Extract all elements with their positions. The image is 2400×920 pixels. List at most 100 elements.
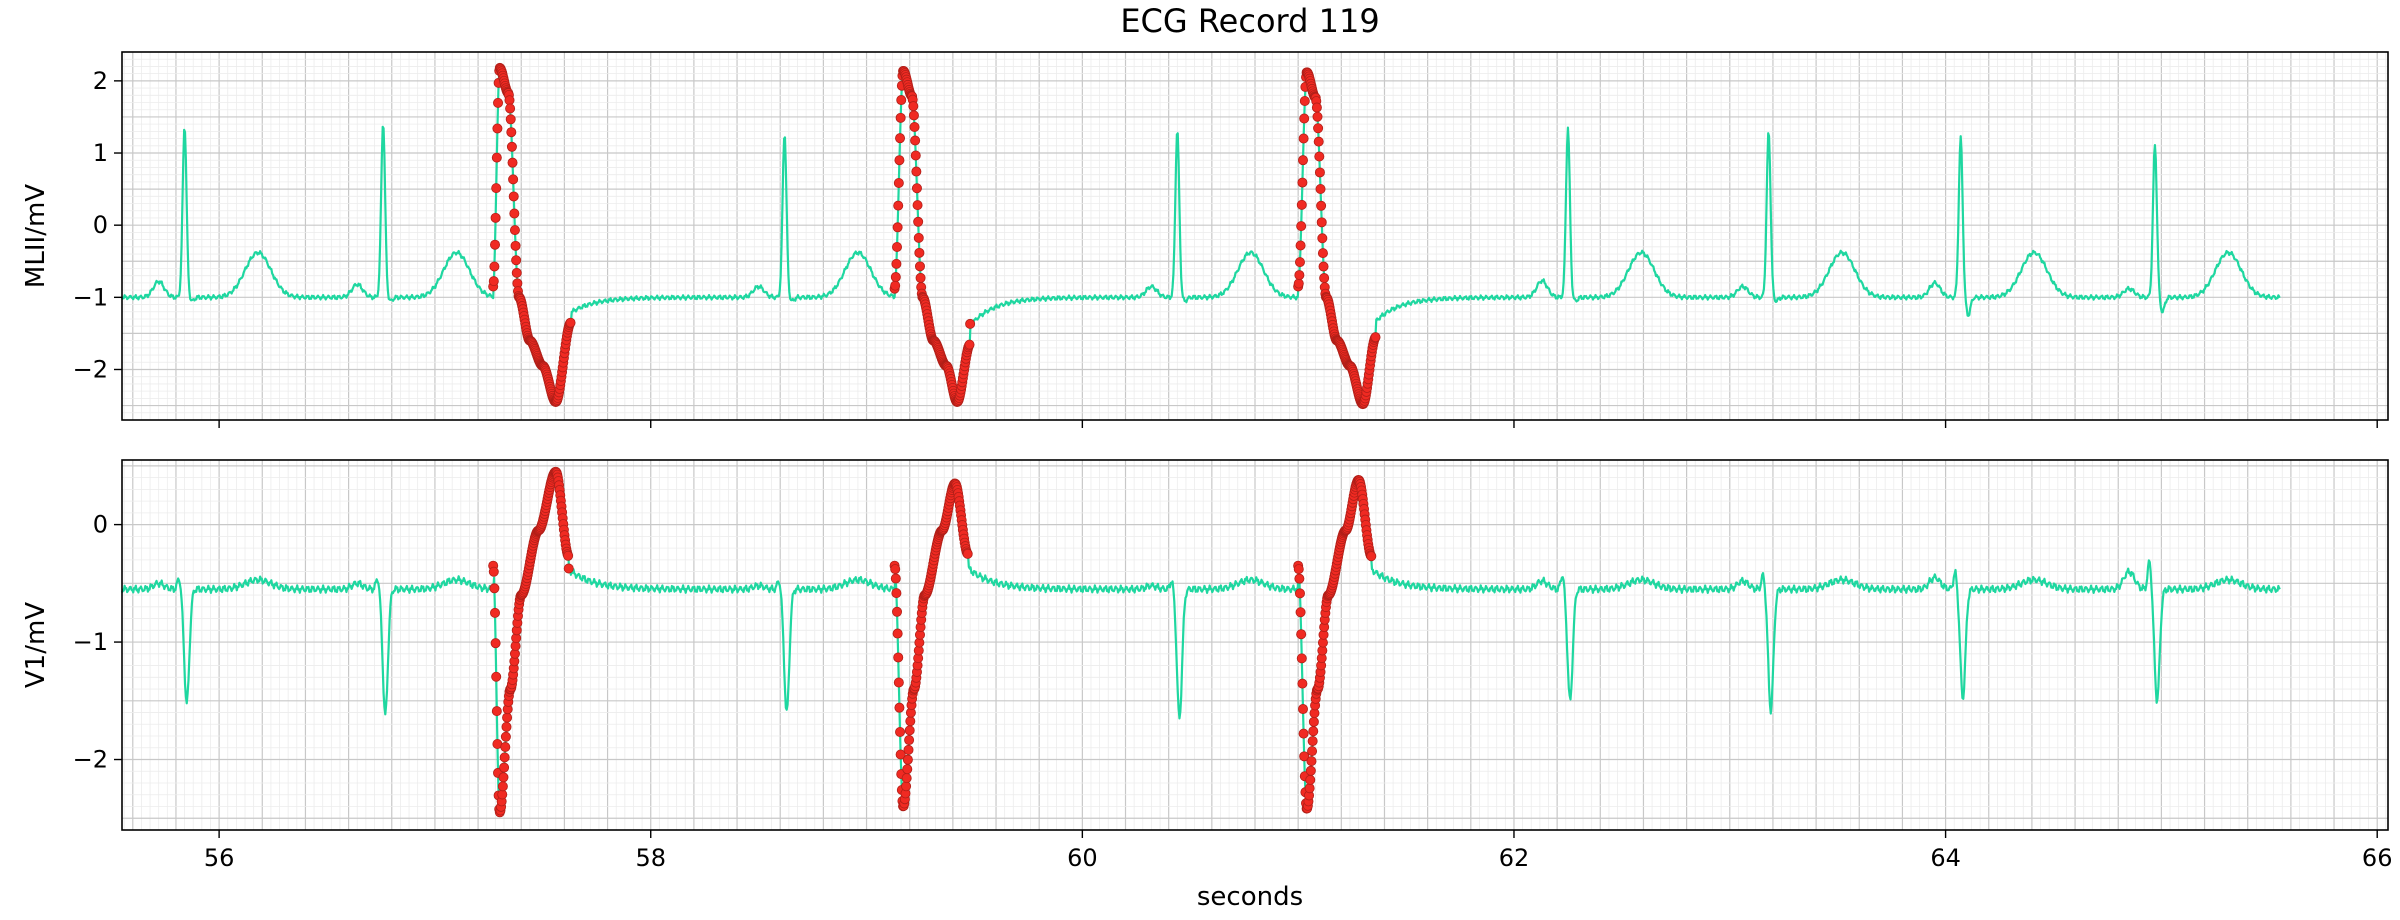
x-tick-label: 66 — [2362, 844, 2393, 872]
pvc-marker-point — [501, 742, 510, 751]
pvc-marker-point — [1295, 574, 1304, 583]
pvc-marker-point — [493, 124, 502, 133]
pvc-marker-point — [892, 607, 901, 616]
pvc-marker-point — [914, 233, 923, 242]
pvc-marker-point — [1297, 200, 1306, 209]
grid-v1 — [122, 460, 2388, 830]
pvc-marker-point — [891, 564, 900, 573]
pvc-marker-point — [1315, 152, 1324, 161]
pvc-marker-point — [510, 209, 519, 218]
pvc-marker-point — [891, 574, 900, 583]
pvc-marker-point — [894, 678, 903, 687]
pvc-marker-point — [501, 732, 510, 741]
y-tick-label: 1 — [93, 139, 108, 167]
pvc-marker-point — [507, 142, 516, 151]
pvc-marker-point — [1298, 679, 1307, 688]
signal-line-mlii — [122, 68, 2280, 404]
pvc-marker-point — [493, 98, 502, 107]
pvc-marker-point — [491, 639, 500, 648]
pvc-marker-point — [492, 153, 501, 162]
pvc-marker-point — [1312, 103, 1321, 112]
pvc-marker-point — [1297, 630, 1306, 639]
pvc-marker-point — [512, 256, 521, 265]
pvc-marker-point — [1306, 766, 1315, 775]
pvc-marker-point — [1315, 168, 1324, 177]
pvc-marker-point — [903, 765, 912, 774]
pvc-marker-point — [915, 248, 924, 257]
pvc-marker-point — [505, 96, 514, 105]
pvc-marker-point — [1295, 589, 1304, 598]
pvc-marker-point — [1297, 654, 1306, 663]
pvc-marker-point — [1300, 96, 1309, 105]
pvc-marker-point — [1314, 124, 1323, 133]
pvc-marker-point — [490, 240, 499, 249]
pvc-marker-point — [915, 262, 924, 271]
pvc-marker-point — [1300, 114, 1309, 123]
panel-mlii: −2 −1 0 1 2 MLII/mV — [21, 52, 2388, 428]
pvc-marker-point — [1317, 201, 1326, 210]
y-tick-label: −2 — [73, 746, 108, 774]
grid-mlii — [122, 52, 2388, 420]
pvc-marker-point — [913, 201, 922, 210]
pvc-marker-point — [891, 272, 900, 281]
x-axis-label: seconds — [1197, 882, 1303, 912]
pvc-marker-point — [893, 223, 902, 232]
chart-title: ECG Record 119 — [1120, 2, 1379, 40]
pvc-marker-point — [508, 158, 517, 167]
pvc-marker-point — [492, 672, 501, 681]
pvc-marker-point — [905, 735, 914, 744]
pvc-marker-point — [895, 156, 904, 165]
pvc-marker-point — [894, 178, 903, 187]
pvc-marker-point — [1318, 249, 1327, 258]
pvc-marker-point — [1309, 727, 1318, 736]
pvc-marker-point — [905, 726, 914, 735]
pvc-marker-point — [895, 703, 904, 712]
pvc-marker-point — [492, 707, 501, 716]
y-tick-label: −1 — [73, 283, 108, 311]
y-ticks-mlii: −2 −1 0 1 2 — [73, 67, 122, 384]
pvc-marker-point — [1298, 178, 1307, 187]
pvc-marker-point — [1298, 704, 1307, 713]
pvc-marker-point — [893, 629, 902, 638]
pvc-marker-point — [1296, 608, 1305, 617]
pvc-marker-point — [1317, 218, 1326, 227]
y-axis-label-mlii: MLII/mV — [21, 184, 51, 288]
pvc-marker-point — [1306, 775, 1315, 784]
pvc-marker-point — [500, 753, 509, 762]
pvc-marker-point — [1319, 262, 1328, 271]
pvc-marker-point — [506, 104, 515, 113]
pvc-marker-point — [1309, 717, 1318, 726]
pvc-marker-point — [1318, 234, 1327, 243]
pvc-marker-point — [499, 763, 508, 772]
y-tick-label: 0 — [93, 511, 108, 539]
x-tick-label: 58 — [635, 844, 666, 872]
pvc-marker-point — [512, 268, 521, 277]
y-tick-label: −1 — [73, 628, 108, 656]
pvc-marker-point — [909, 111, 918, 120]
pvc-marker-point — [902, 774, 911, 783]
pvc-marker-point — [489, 277, 498, 286]
y-tick-label: 0 — [93, 211, 108, 239]
pvc-marker-point — [911, 136, 920, 145]
pvc-marker-point — [1307, 747, 1316, 756]
pvc-marker-point — [916, 273, 925, 282]
pvc-marker-point — [1299, 729, 1308, 738]
pvc-marker-point — [490, 262, 499, 271]
pvc-marker-point — [1307, 757, 1316, 766]
pvc-marker-point — [1314, 137, 1323, 146]
pvc-marker-point — [963, 549, 972, 558]
pvc-marker-point — [966, 319, 975, 328]
x-tick-label: 64 — [1930, 844, 1961, 872]
pvc-marker-point — [506, 115, 515, 124]
pvc-marker-point — [509, 192, 518, 201]
pvc-marker-point — [892, 242, 901, 251]
y-axis-label-v1: V1/mV — [21, 602, 51, 688]
pvc-marker-point — [1305, 784, 1314, 793]
pvc-marker-point — [904, 745, 913, 754]
pvc-marker-point — [912, 184, 921, 193]
pvc-marker-point — [965, 340, 974, 349]
pvc-marker-point — [498, 782, 507, 791]
x-tick-label: 60 — [1067, 844, 1098, 872]
pvc-marker-point — [906, 717, 915, 726]
